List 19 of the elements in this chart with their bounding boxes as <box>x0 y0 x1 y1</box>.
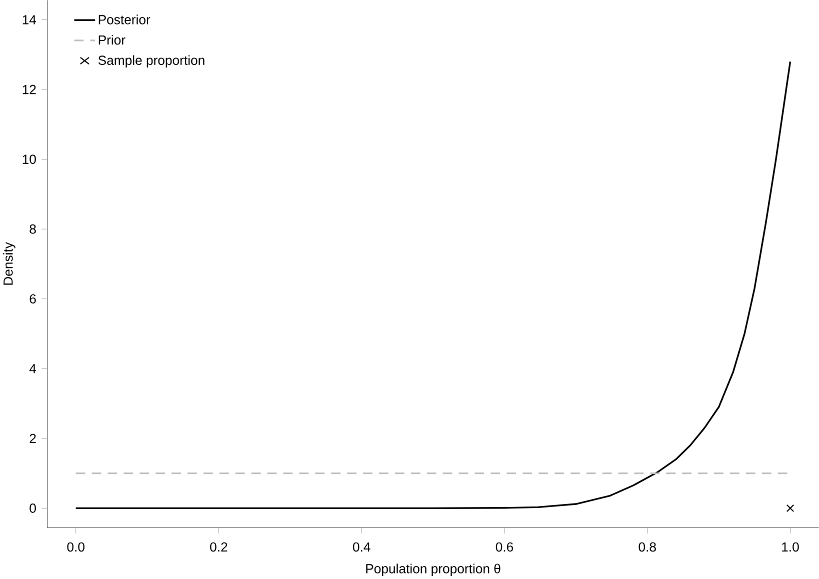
x-tick-label: 0.2 <box>210 542 228 552</box>
y-tick-label: 4 <box>29 364 36 374</box>
y-tick-label: 8 <box>30 224 36 234</box>
y-tick-label: 12 <box>22 84 36 94</box>
x-tick-label: 1.0 <box>782 542 799 552</box>
legend-label: Posterior <box>98 14 150 24</box>
y-tick-label: 0 <box>30 504 36 513</box>
x-tick-label: 0.4 <box>352 542 370 552</box>
y-tick-label: 10 <box>22 154 36 164</box>
y-tick-label: 6 <box>30 294 36 304</box>
y-tick-label: 14 <box>22 15 36 24</box>
y-axis-title: Density <box>3 242 16 285</box>
x-tick-label: 0.8 <box>638 542 656 552</box>
legend-label: Sample proportion <box>98 55 204 68</box>
x-tick-label: 0.0 <box>67 542 84 552</box>
y-tick-label: 2 <box>30 434 36 443</box>
legend-label: Prior <box>98 34 126 45</box>
x-axis-title: Population proportion θ <box>366 564 500 576</box>
x-tick-label: 0.6 <box>496 542 514 552</box>
